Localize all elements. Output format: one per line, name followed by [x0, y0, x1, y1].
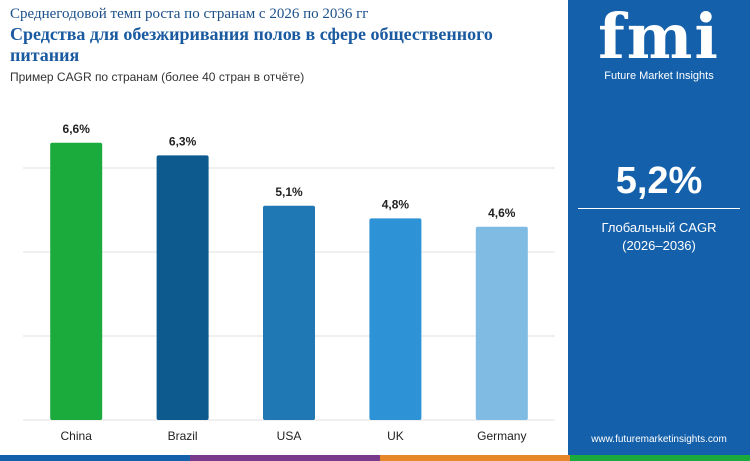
bar	[156, 155, 209, 420]
x-tick-label: Brazil	[168, 429, 198, 443]
value-label: 4,6%	[488, 206, 516, 220]
stripe	[190, 455, 380, 461]
value-label: 4,8%	[382, 198, 410, 212]
value-label: 5,1%	[275, 185, 303, 199]
stripe	[570, 455, 750, 461]
value-label: 6,3%	[169, 135, 197, 149]
stripe	[0, 455, 190, 461]
global-label: Глобальный CAGR	[601, 220, 717, 235]
supertitle: Среднегодовой темп роста по странам с 20…	[10, 6, 369, 22]
x-tick-label: Germany	[477, 429, 526, 443]
x-tick-label: USA	[277, 429, 302, 443]
bar	[369, 218, 422, 420]
global-value: 5,2%	[615, 160, 703, 202]
sidebar: fmi Future Market Insights 5,2% Глобальн…	[568, 0, 750, 455]
bar	[50, 142, 103, 421]
subtitle: Пример CAGR по странам (более 40 стран в…	[10, 70, 305, 84]
divider	[578, 208, 740, 209]
value-label: 6,6%	[63, 122, 91, 136]
period: (2026–2036)	[622, 238, 696, 253]
brand: Future Market Insights	[604, 70, 714, 82]
logo: fmi	[598, 0, 720, 73]
chart: China 6,6% Brazil 6,3% USA 5,1% UK 4,8% Germany 4…	[23, 122, 555, 443]
bar	[475, 226, 528, 420]
x-tick-label: UK	[387, 429, 404, 443]
x-tick-label: China	[61, 429, 93, 443]
chart-title: Средства для обезжиривания полов в сфере…	[10, 24, 493, 65]
website: www.futuremarketinsights.com	[591, 434, 727, 445]
stripe	[380, 455, 570, 461]
bar	[263, 205, 315, 420]
